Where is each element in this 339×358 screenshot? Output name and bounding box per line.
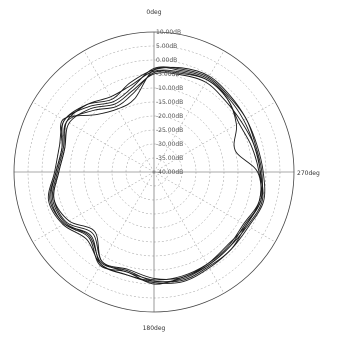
- direction-label: 180deg: [143, 325, 166, 332]
- polar-grid: [13, 31, 295, 313]
- ring-label: 0.00dB: [156, 57, 177, 64]
- grid-spoke: [83, 171, 155, 294]
- ring-label: 5.00dB: [156, 43, 177, 50]
- series-line: [53, 72, 262, 280]
- grid-spoke: [32, 171, 155, 243]
- ring-label: 10.00dB: [156, 29, 181, 36]
- direction-label: 0deg: [146, 9, 161, 16]
- ring-label: -15.00dB: [156, 99, 183, 106]
- ring-label: -30.00dB: [156, 141, 183, 148]
- grid-spoke: [32, 101, 155, 173]
- grid-spoke: [153, 171, 225, 294]
- grid-spoke: [83, 50, 155, 173]
- ring-label: -40.00dB: [156, 169, 183, 176]
- series-line: [49, 67, 264, 285]
- grid-spoke: [153, 50, 225, 173]
- series-line: [51, 70, 263, 283]
- ring-label: -20.00dB: [156, 113, 183, 120]
- series-layer: [47, 66, 266, 285]
- ring-label: -5.00dB: [156, 71, 179, 78]
- ring-label: -10.00dB: [156, 85, 183, 92]
- grid-spoke: [153, 171, 276, 243]
- ring-label: -35.00dB: [156, 155, 183, 162]
- grid-spoke: [153, 101, 276, 173]
- series-line: [47, 66, 266, 284]
- direction-label: 270deg: [297, 170, 320, 177]
- ring-label: -25.00dB: [156, 127, 183, 134]
- label-layer: 10.00dB 5.00dB 0.00dB -5.00dB -10.00dB -15.00…: [143, 9, 320, 332]
